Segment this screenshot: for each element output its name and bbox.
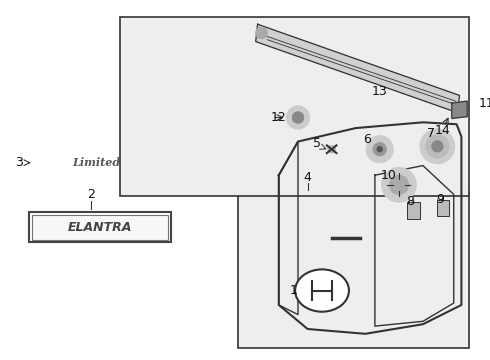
Circle shape [377,147,383,152]
Circle shape [382,167,416,202]
Text: Limited: Limited [72,157,120,168]
Text: 9: 9 [436,193,444,206]
Bar [238,192,468,348]
Circle shape [366,136,393,163]
Polygon shape [452,101,467,118]
Text: ELANTRA: ELANTRA [68,221,132,234]
Text: 10: 10 [380,169,396,182]
Bar [407,202,420,219]
Text: 2: 2 [87,188,95,201]
Circle shape [426,135,449,158]
Text: 14: 14 [434,123,450,136]
Circle shape [390,175,409,194]
Text: 5: 5 [313,137,321,150]
Text: 11: 11 [479,96,490,109]
Circle shape [287,106,310,129]
Circle shape [432,141,443,152]
Ellipse shape [295,269,349,312]
Circle shape [373,143,387,156]
Bar [120,17,468,195]
Text: 12: 12 [271,111,287,124]
Text: 13: 13 [372,85,388,98]
Text: 1: 1 [289,284,297,297]
Text: 4: 4 [304,171,312,184]
Bar [29,212,171,243]
Text: 6: 6 [363,133,371,146]
Bar [32,215,168,240]
Circle shape [292,112,304,123]
Text: 3: 3 [15,156,23,169]
Bar [438,200,449,216]
Polygon shape [256,24,460,113]
Text: 8: 8 [407,195,415,208]
Circle shape [256,27,267,39]
Text: 7: 7 [427,127,435,140]
Circle shape [328,145,336,153]
Circle shape [420,129,455,164]
